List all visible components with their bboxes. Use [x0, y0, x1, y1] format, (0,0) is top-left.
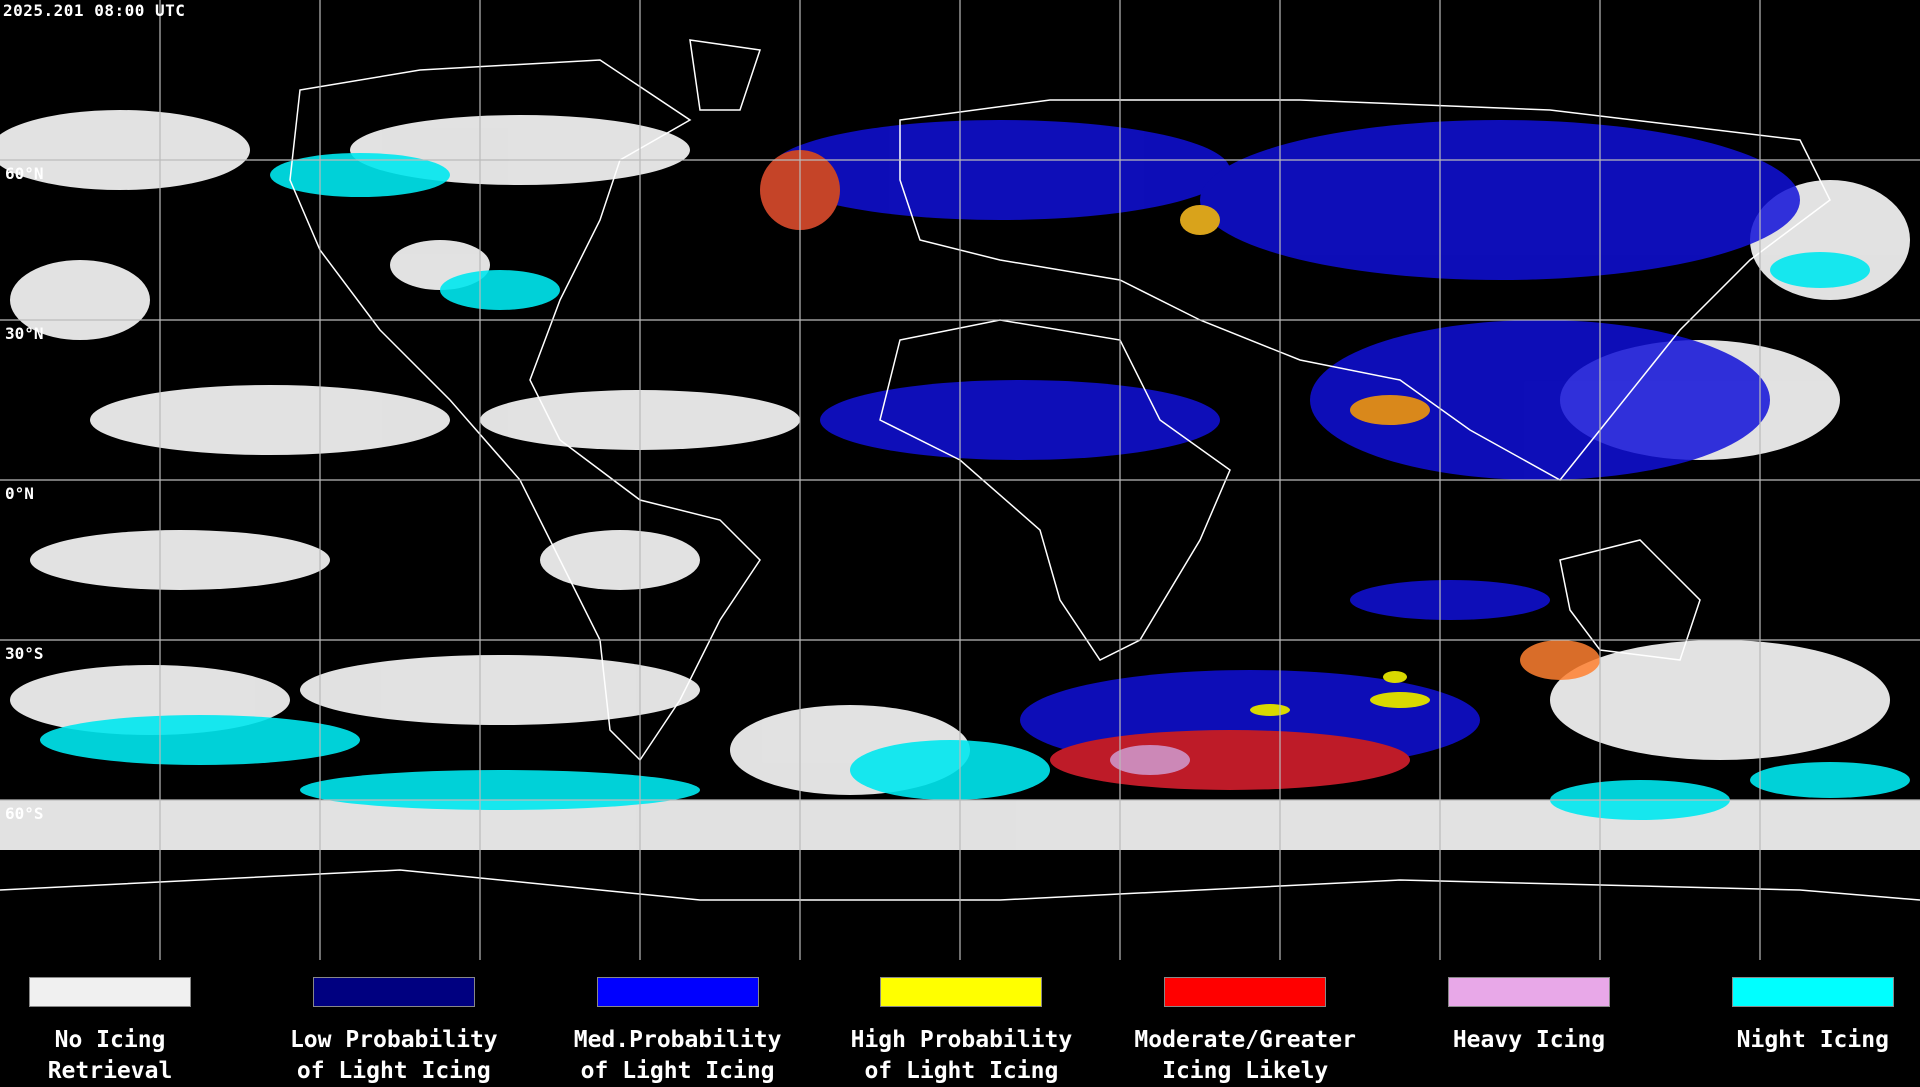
legend-swatch: [1731, 977, 1894, 1007]
latitude-label: 60°S: [5, 804, 44, 823]
legend-label-line: High Probability: [850, 1027, 1073, 1053]
legend-item: Med.Probability of Light Icing: [538, 977, 818, 1087]
legend-swatch: [1164, 977, 1327, 1007]
legend-label-line: Retrieval: [47, 1058, 173, 1084]
legend-label: High Probability of Light Icing: [821, 1025, 1101, 1087]
legend-label: Low Probability of Light Icing: [254, 1025, 534, 1087]
legend-label-line: Heavy Icing: [1452, 1027, 1606, 1053]
latitude-label: 30°N: [5, 324, 44, 343]
map: [0, 0, 1920, 960]
legend-label: Heavy Icing: [1389, 1025, 1669, 1056]
legend-item: Heavy Icing: [1389, 977, 1669, 1056]
legend-label-line: Low Probability: [289, 1027, 498, 1053]
legend-item: Low Probability of Light Icing: [254, 977, 534, 1087]
legend-label-line: No Icing: [54, 1027, 166, 1053]
legend: No Icing Retrieval Low Probability of Light…: [0, 962, 1920, 1084]
legend-swatch: [312, 977, 475, 1007]
latitude-label: 60°N: [5, 164, 44, 183]
legend-swatch: [880, 977, 1043, 1007]
legend-swatch: [29, 977, 191, 1007]
graticule: [0, 0, 1920, 960]
legend-item: Moderate/Greater Icing Likely: [1105, 977, 1385, 1087]
legend-swatch: [596, 977, 759, 1007]
legend-label-line: of Light Icing: [296, 1058, 491, 1084]
legend-label-line: of Light Icing: [864, 1058, 1059, 1084]
legend-label-line: Icing Likely: [1162, 1058, 1329, 1084]
timestamp: 2025.201 08:00 UTC: [3, 1, 186, 20]
legend-item: No Icing Retrieval: [0, 977, 250, 1087]
legend-item: High Probability of Light Icing: [821, 977, 1101, 1087]
legend-label: No Icing Retrieval: [0, 1025, 250, 1087]
legend-label-line: of Light Icing: [580, 1058, 775, 1084]
legend-label: Med.Probability of Light Icing: [538, 1025, 818, 1087]
legend-item: Night Icing: [1673, 977, 1920, 1056]
legend-label-line: Med.Probability: [573, 1027, 782, 1053]
latitude-label: 0°N: [5, 484, 34, 503]
legend-swatch: [1448, 977, 1610, 1007]
legend-label: Moderate/Greater Icing Likely: [1105, 1025, 1385, 1087]
latitude-label: 30°S: [5, 644, 44, 663]
legend-label-line: Night Icing: [1736, 1027, 1889, 1053]
legend-label: Night Icing: [1673, 1025, 1920, 1056]
legend-label-line: Moderate/Greater: [1134, 1027, 1356, 1053]
